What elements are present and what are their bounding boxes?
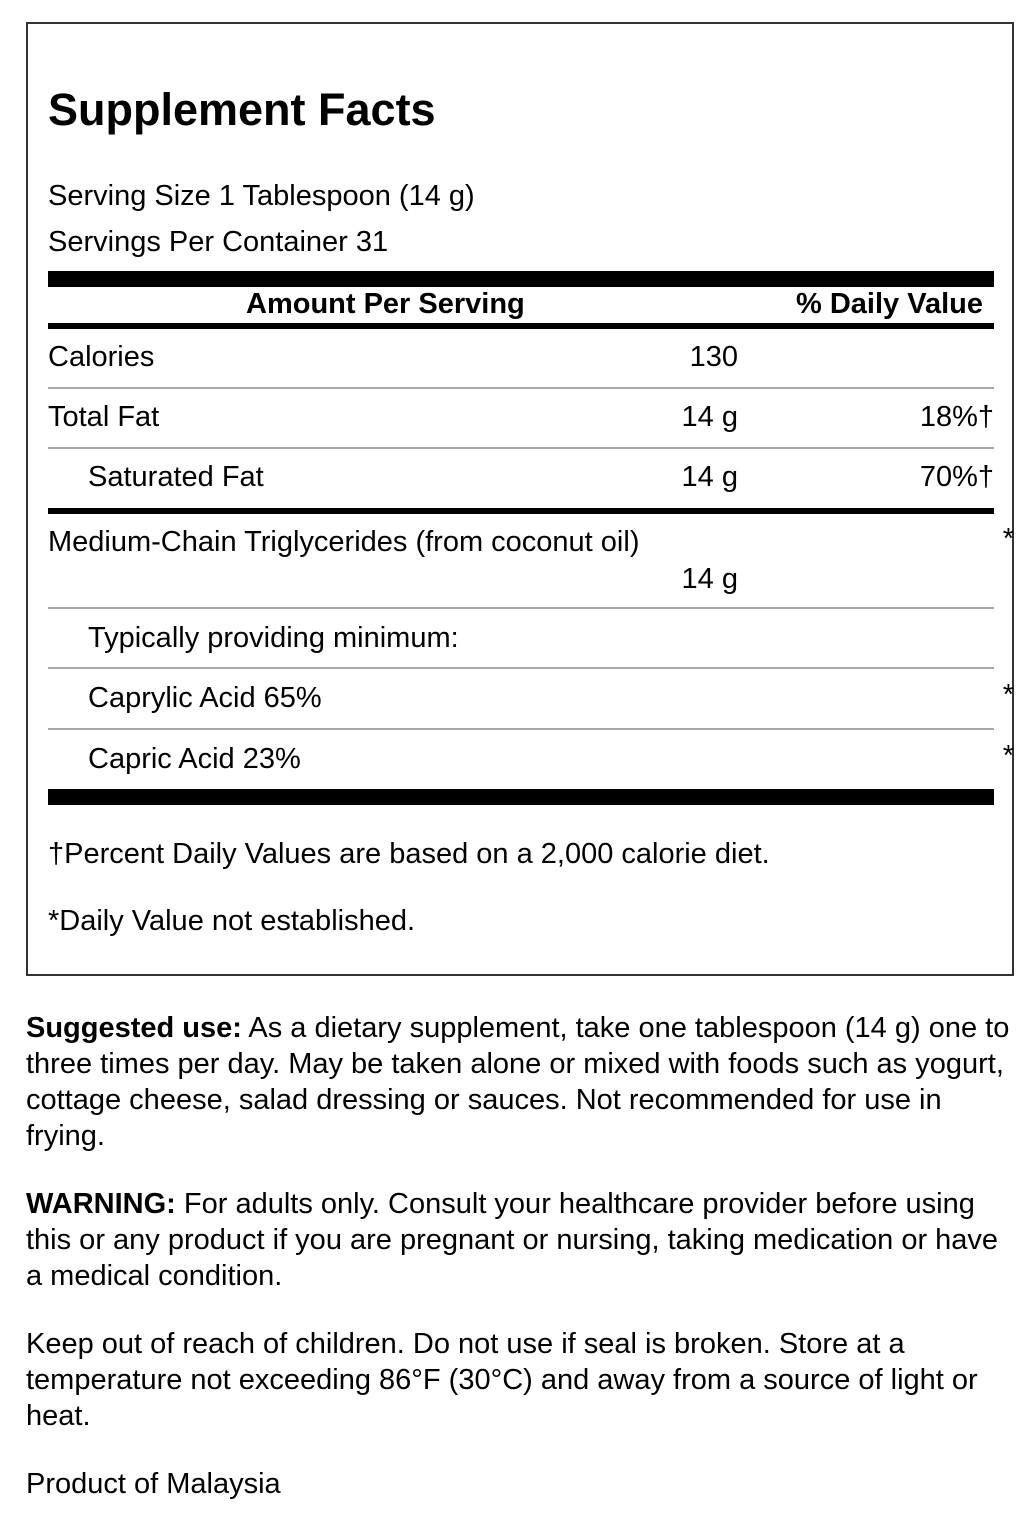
row-daily-value: 18%†	[919, 401, 994, 433]
warning-label: WARNING:	[26, 1188, 176, 1220]
row-name: Medium-Chain Triglycerides (from coconut…	[48, 526, 640, 558]
header-daily-value: % Daily Value	[796, 288, 983, 320]
suggested-use-text: As a dietary supplement, take one tables…	[26, 1012, 1010, 1152]
serving-size: Serving Size 1 Tablespoon (14 g)	[48, 180, 475, 212]
footnote-star: *Daily Value not established.	[48, 905, 416, 937]
row-daily-value: *	[1002, 740, 1014, 772]
row-amount: 14 g	[681, 401, 738, 433]
row-daily-value: *	[1002, 523, 1014, 555]
thick-divider	[48, 271, 994, 287]
section-divider	[48, 508, 994, 514]
row-name: Saturated Fat	[88, 461, 264, 493]
row-name: Total Fat	[48, 401, 160, 433]
row-divider	[48, 447, 994, 449]
row-amount: 14 g	[681, 563, 738, 595]
row-divider	[48, 728, 994, 730]
row-daily-value: 70%†	[919, 461, 994, 493]
storage-text: Keep out of reach of children. Do not us…	[26, 1328, 978, 1432]
row-divider	[48, 667, 994, 669]
row-divider	[48, 607, 994, 609]
row-name: Typically providing minimum:	[88, 622, 459, 654]
thick-divider	[48, 789, 994, 805]
panel-title: Supplement Facts	[48, 84, 436, 135]
row-name: Capric Acid 23%	[88, 743, 301, 775]
row-name: Calories	[48, 341, 155, 373]
origin-text: Product of Malaysia	[26, 1468, 281, 1500]
header-amount: Amount Per Serving	[246, 288, 525, 320]
row-name: Caprylic Acid 65%	[88, 682, 322, 714]
header-divider	[48, 323, 994, 329]
row-amount: 14 g	[681, 461, 738, 493]
suggested-use-label: Suggested use:	[26, 1012, 242, 1044]
row-divider	[48, 387, 994, 389]
warning: WARNING: For adults only. Consult your h…	[26, 1186, 1006, 1294]
row-amount: 130	[689, 341, 738, 373]
suggested-use: Suggested use: As a dietary supplement, …	[26, 1010, 1026, 1154]
row-daily-value: *	[1002, 679, 1014, 711]
supplement-facts-panel	[26, 22, 1014, 976]
servings-per-container: Servings Per Container 31	[48, 226, 389, 258]
warning-text: For adults only. Consult your healthcare…	[26, 1188, 999, 1292]
footnote-dagger: †Percent Daily Values are based on a 2,0…	[48, 838, 770, 870]
